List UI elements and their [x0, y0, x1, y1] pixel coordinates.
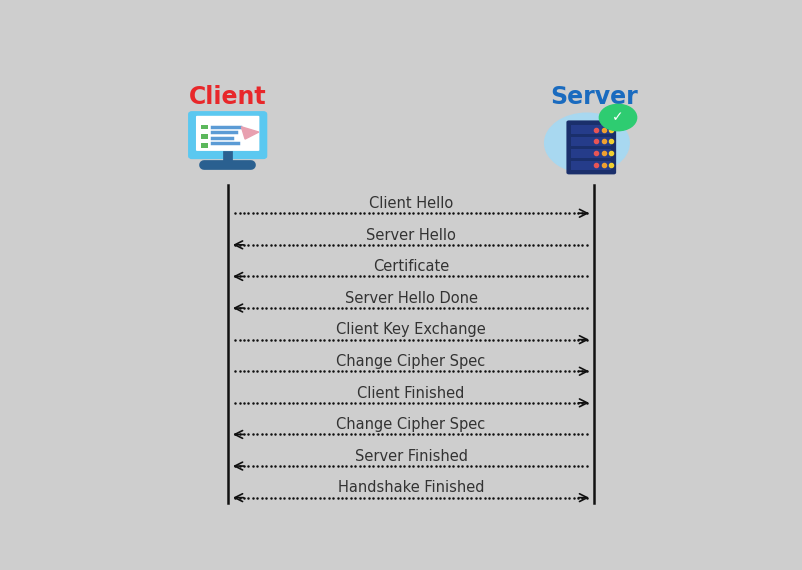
Text: Server: Server — [550, 85, 638, 109]
Text: Server Hello: Server Hello — [366, 227, 456, 243]
FancyBboxPatch shape — [571, 137, 611, 146]
Polygon shape — [241, 127, 259, 139]
Text: Change Cipher Spec: Change Cipher Spec — [336, 417, 486, 432]
Text: Client Hello: Client Hello — [369, 196, 453, 211]
Text: Server Hello Done: Server Hello Done — [345, 291, 477, 306]
Text: Client Key Exchange: Client Key Exchange — [336, 323, 486, 337]
Text: Change Cipher Spec: Change Cipher Spec — [336, 354, 486, 369]
FancyBboxPatch shape — [196, 116, 259, 151]
Circle shape — [545, 113, 630, 173]
FancyBboxPatch shape — [571, 125, 611, 134]
FancyBboxPatch shape — [201, 125, 208, 129]
Circle shape — [599, 104, 637, 131]
FancyBboxPatch shape — [201, 143, 208, 148]
Text: Certificate: Certificate — [373, 259, 449, 274]
Text: Handshake Finished: Handshake Finished — [338, 481, 484, 495]
FancyBboxPatch shape — [566, 120, 616, 174]
Text: ✓: ✓ — [612, 111, 624, 125]
FancyBboxPatch shape — [571, 161, 611, 169]
Text: Client Finished: Client Finished — [358, 386, 464, 401]
FancyBboxPatch shape — [189, 112, 266, 158]
FancyBboxPatch shape — [571, 149, 611, 158]
Text: Client: Client — [188, 85, 266, 109]
FancyBboxPatch shape — [201, 134, 208, 139]
Text: Server Finished: Server Finished — [354, 449, 468, 464]
